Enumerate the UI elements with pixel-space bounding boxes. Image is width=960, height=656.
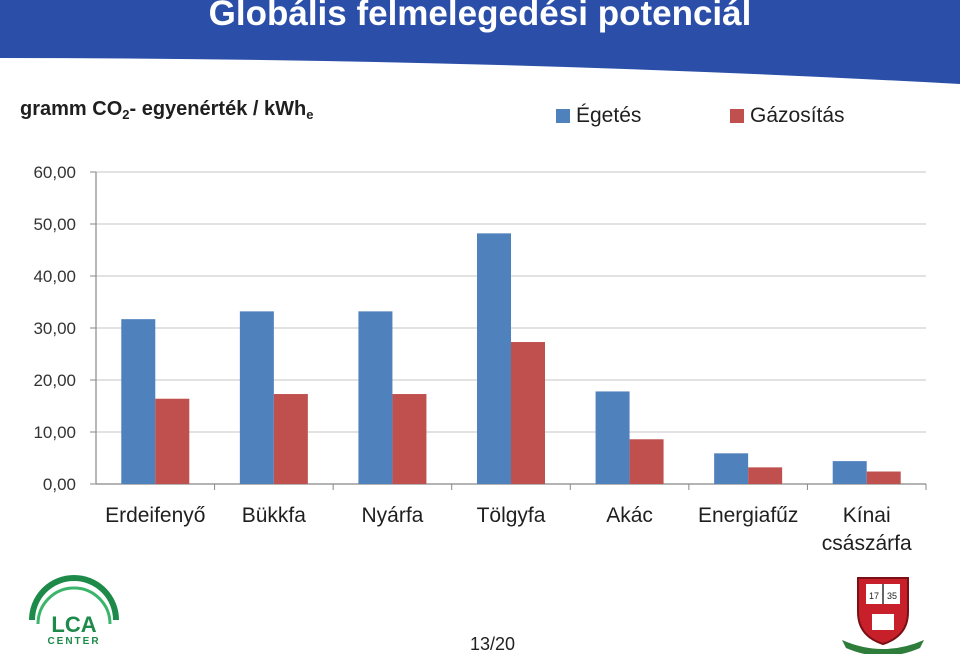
lca-center-logo: LCA CENTER <box>29 575 119 647</box>
bar-series-1 <box>121 319 156 484</box>
x-category-label: Nyárfa <box>361 504 423 527</box>
legend-swatch-series-1 <box>556 109 570 123</box>
bar-series-2 <box>511 342 545 484</box>
bar-series-2 <box>748 467 783 484</box>
bar-series-1 <box>714 453 749 484</box>
y-tick-label: 30,00 <box>33 319 76 338</box>
svg-text:35: 35 <box>887 591 897 601</box>
svg-text:17: 17 <box>869 591 879 601</box>
legend-item-series-2: Gázosítás <box>730 104 845 128</box>
bar-series-1 <box>595 391 630 484</box>
bar-chart: 0,00 10,00 20,00 30,00 40,00 50,00 60,00 Erdeif… <box>33 163 927 555</box>
legend-item-series-1: Égetés <box>556 104 641 128</box>
y-tick-label: 40,00 <box>33 267 76 286</box>
x-category-label: Akác <box>606 504 653 527</box>
bar-series-2 <box>155 398 190 484</box>
bar-series-2 <box>273 394 308 484</box>
bar-series-1 <box>358 311 393 484</box>
x-category-label: Tölgyfa <box>477 504 546 527</box>
university-crest: 17 35 <box>842 577 924 654</box>
x-category-label: Bükkfa <box>242 504 307 527</box>
bar-series-1 <box>239 311 274 484</box>
bar-series-2 <box>629 439 664 484</box>
bar-series-1 <box>832 461 867 484</box>
x-category-label: Erdeifenyő <box>105 504 205 527</box>
bar-series-2 <box>392 394 427 484</box>
svg-text:CENTER: CENTER <box>47 636 100 647</box>
svg-text:LCA: LCA <box>51 612 96 637</box>
bar-series-2 <box>866 471 901 484</box>
page-number: 13/20 <box>470 634 516 654</box>
y-tick-label: 20,00 <box>33 371 76 390</box>
y-tick-label: 60,00 <box>33 163 76 182</box>
legend-swatch-series-2 <box>730 109 744 123</box>
y-axis-unit-label: gramm CO2- egyenérték / kWhe <box>20 98 314 122</box>
legend-label-series-1: Égetés <box>576 104 642 127</box>
title-banner <box>0 0 960 84</box>
slide-title: Globális felmelegedési potenciál <box>208 0 752 33</box>
y-tick-label: 10,00 <box>33 423 76 442</box>
x-category-label: Energiafűz <box>698 504 798 527</box>
y-tick-label: 50,00 <box>33 215 76 234</box>
bar-series-1 <box>477 233 511 484</box>
legend-label-series-2: Gázosítás <box>750 104 845 127</box>
y-tick-label: 0,00 <box>43 475 76 494</box>
x-category-label: Kínai császárfa <box>822 504 912 555</box>
